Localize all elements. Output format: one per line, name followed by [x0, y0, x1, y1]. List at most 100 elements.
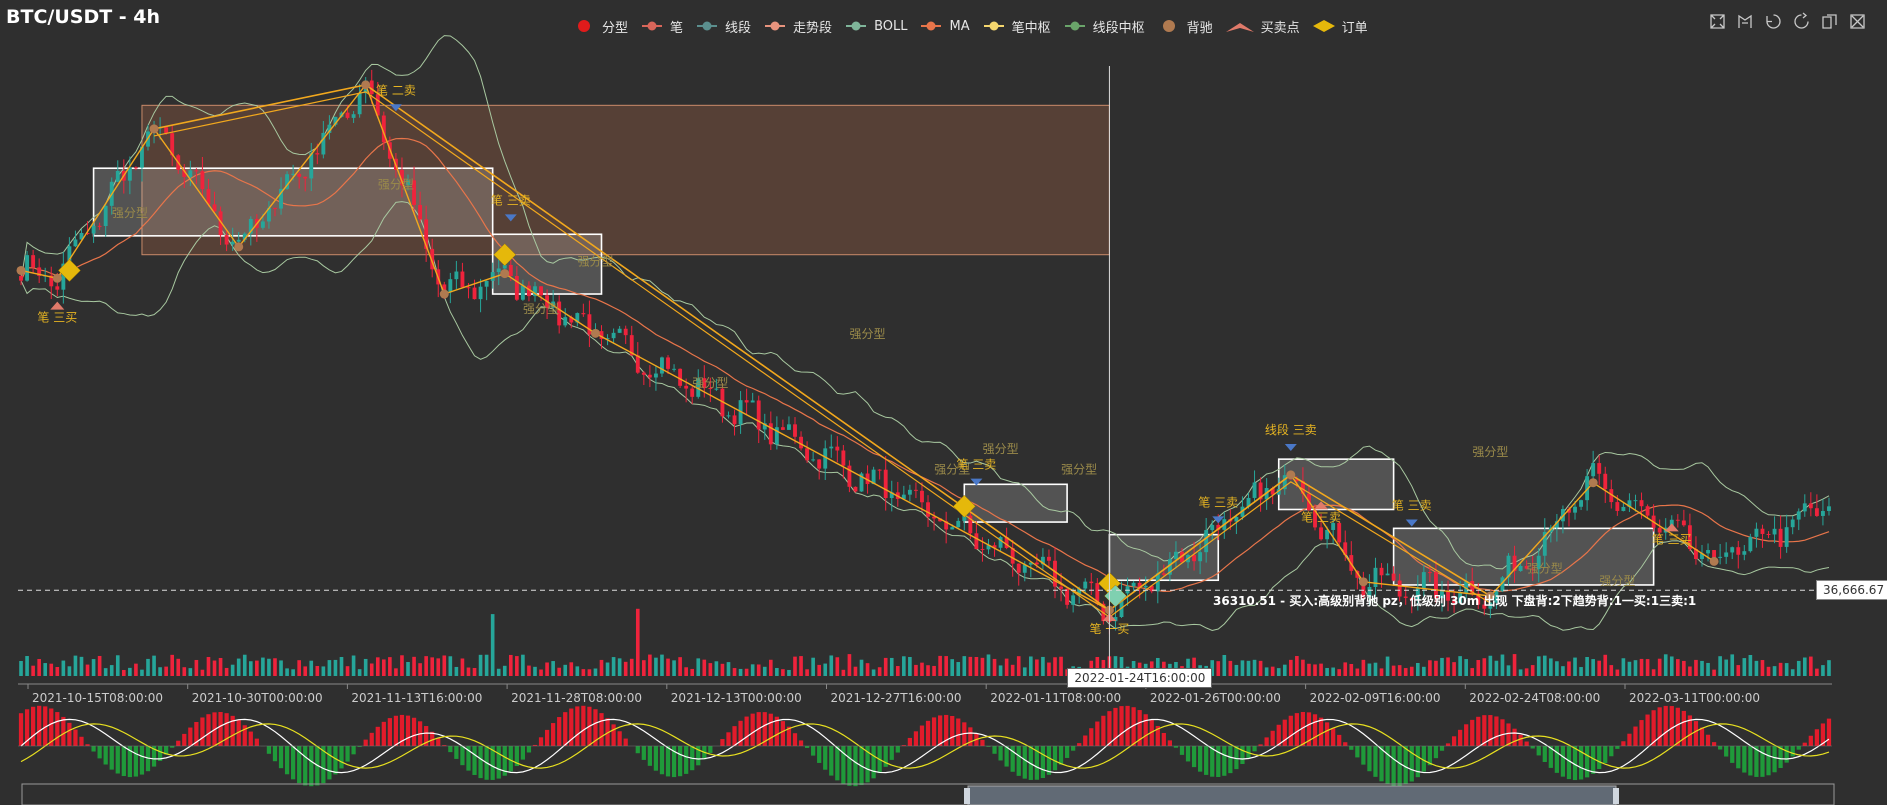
signal-marker: 笔 二卖 — [376, 82, 416, 112]
macd-dea-line — [20, 723, 1830, 769]
candle — [412, 166, 416, 216]
legend-item[interactable]: 分型 — [572, 17, 628, 36]
volume-bar — [279, 660, 283, 676]
candle — [871, 466, 876, 485]
zoom-icon[interactable] — [1708, 12, 1727, 31]
candle-body — [1325, 529, 1330, 540]
macd-histogram-bar — [1234, 746, 1239, 770]
volume-bar — [992, 658, 997, 676]
volume-bar — [406, 661, 410, 676]
legend-item[interactable]: 笔中枢 — [982, 17, 1051, 36]
candle-body — [1373, 567, 1378, 587]
candle — [877, 469, 882, 480]
volume-bar — [309, 660, 314, 676]
volume-bar — [1518, 669, 1523, 676]
candle — [913, 482, 918, 499]
candle-body — [478, 286, 483, 300]
last-price-label: 36,666.67 — [1816, 580, 1887, 601]
candle — [514, 266, 519, 301]
macd-histogram-bar — [1058, 746, 1064, 765]
legend-item[interactable]: 笔 — [640, 17, 683, 36]
candle-body — [1476, 593, 1481, 605]
restore-icon[interactable] — [1764, 12, 1783, 31]
zoom-slider-window[interactable] — [967, 785, 1617, 805]
data-view-icon[interactable] — [1820, 12, 1839, 31]
candle — [1784, 514, 1789, 553]
legend-item[interactable]: 买卖点 — [1225, 17, 1300, 36]
macd-histogram-bar — [986, 746, 991, 747]
zoom-reset-icon[interactable] — [1736, 12, 1755, 31]
volume-bar — [146, 658, 150, 676]
volume-bar — [382, 659, 386, 676]
candle-body — [714, 388, 719, 390]
volume-bar — [1530, 665, 1535, 676]
save-image-icon[interactable] — [1848, 12, 1867, 31]
legend-item[interactable]: 走势段 — [763, 17, 832, 36]
volume-bar — [1446, 657, 1450, 676]
candle — [1524, 560, 1529, 570]
refresh-icon[interactable] — [1792, 12, 1811, 31]
volume-bar — [762, 666, 767, 676]
macd-histogram-bar — [49, 708, 54, 746]
candle — [79, 228, 84, 240]
candle — [1681, 509, 1686, 527]
candle — [907, 484, 912, 502]
volume-bar — [1742, 658, 1747, 676]
candle — [327, 115, 332, 140]
macd-histogram-bar — [1645, 714, 1650, 746]
legend-label: 订单 — [1341, 20, 1368, 36]
candle — [841, 445, 846, 479]
macd-histogram-bar — [944, 714, 949, 746]
legend-item[interactable]: 线段中枢 — [1063, 17, 1145, 36]
candle — [533, 281, 537, 302]
macd-histogram-bar — [1494, 716, 1499, 746]
macd-histogram-bar — [720, 739, 725, 746]
candle — [666, 355, 670, 375]
macd-histogram-bar — [1754, 746, 1759, 777]
candle-body — [1131, 582, 1136, 587]
candle — [805, 441, 810, 463]
macd-histogram-bar — [1355, 746, 1360, 758]
candle-body — [1530, 568, 1535, 570]
macd-histogram-bar — [1028, 746, 1033, 780]
candle-body — [1313, 510, 1317, 528]
volume-bar — [1724, 659, 1728, 676]
candle-body — [1754, 528, 1759, 537]
legend-item[interactable]: 订单 — [1312, 17, 1368, 36]
legend-item[interactable]: BOLL — [844, 19, 907, 34]
candle-body — [1089, 581, 1094, 584]
candle — [1706, 543, 1710, 562]
macd-histogram-bar — [1143, 714, 1148, 746]
candle — [1204, 517, 1209, 563]
candle-body — [1149, 585, 1154, 592]
macd-histogram-bar — [1627, 733, 1632, 746]
candle-body — [974, 533, 979, 550]
line-circle-icon — [846, 21, 867, 31]
volume-bar — [968, 656, 973, 676]
order-diamond-icon — [952, 494, 976, 518]
legend-item[interactable]: MA — [919, 19, 970, 34]
macd-histogram-bar — [1802, 742, 1807, 746]
candle-body — [1016, 563, 1021, 573]
volume-bar — [327, 660, 332, 676]
candle-body — [1434, 572, 1438, 599]
candle-body — [454, 271, 459, 280]
volume-bar — [853, 666, 858, 676]
candle-body — [1724, 552, 1729, 557]
candle-body — [1591, 463, 1596, 477]
line-circle-icon — [983, 21, 1004, 31]
candle-body — [164, 127, 169, 134]
legend-item[interactable]: 线段 — [695, 17, 751, 36]
volume-bar — [388, 657, 392, 676]
zoom-slider-handle-left[interactable] — [964, 788, 970, 804]
macd-histogram-bar — [508, 746, 513, 772]
macd-histogram-bar — [1119, 706, 1124, 746]
zoom-slider-handle-right[interactable] — [1613, 788, 1619, 804]
macd-histogram-bar — [1258, 744, 1263, 746]
volume-bar — [1573, 657, 1577, 676]
macd-histogram-bar — [278, 746, 284, 769]
macd-histogram-bar — [1179, 746, 1185, 755]
candle-body — [756, 400, 761, 430]
legend-item[interactable]: 背驰 — [1157, 17, 1213, 36]
candle-body — [1234, 516, 1239, 522]
